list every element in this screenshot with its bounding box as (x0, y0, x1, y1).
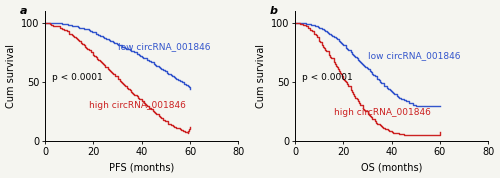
Text: low circRNA_001846: low circRNA_001846 (368, 51, 460, 60)
Text: high circRNA_001846: high circRNA_001846 (334, 108, 430, 117)
Text: a: a (20, 6, 28, 16)
Y-axis label: Cum survival: Cum survival (256, 44, 266, 108)
Text: high circRNA_001846: high circRNA_001846 (88, 101, 186, 110)
Text: b: b (270, 6, 278, 16)
Y-axis label: Cum survival: Cum survival (6, 44, 16, 108)
Text: low circRNA_001846: low circRNA_001846 (118, 42, 210, 51)
Text: p < 0.0001: p < 0.0001 (52, 73, 103, 82)
Text: p < 0.0001: p < 0.0001 (302, 73, 353, 82)
X-axis label: OS (months): OS (months) (361, 163, 422, 172)
X-axis label: PFS (months): PFS (months) (109, 163, 174, 172)
